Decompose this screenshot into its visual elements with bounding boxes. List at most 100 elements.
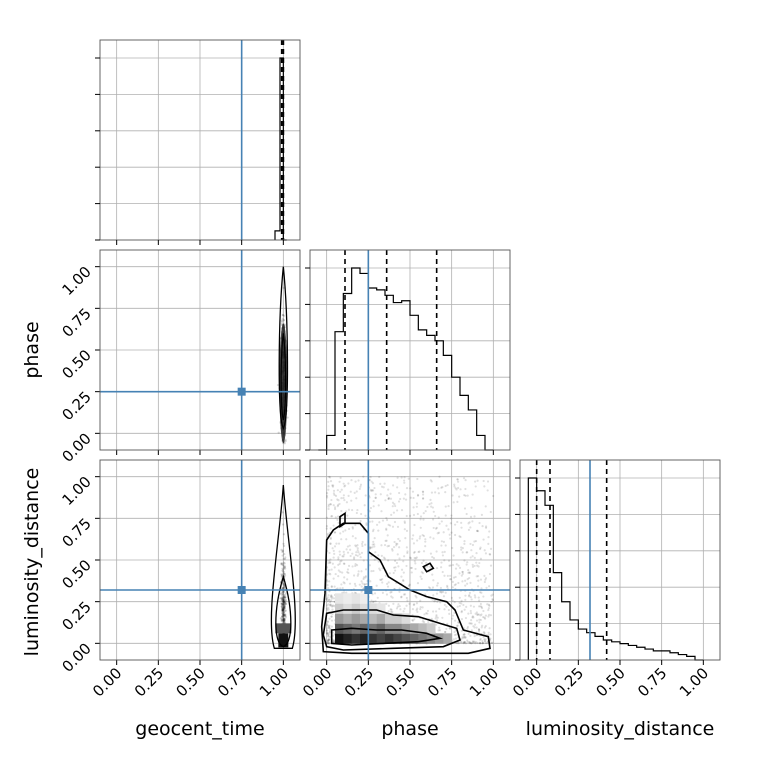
sample-point <box>332 549 335 552</box>
sample-point <box>345 538 348 541</box>
sample-point <box>491 641 494 644</box>
sample-point <box>453 633 457 637</box>
sample-point <box>281 569 284 572</box>
sample-point <box>373 537 376 540</box>
sample-point <box>393 559 397 562</box>
sample-point <box>400 595 403 598</box>
sample-point <box>466 639 469 642</box>
sample-point <box>368 520 371 523</box>
sample-point <box>430 505 433 508</box>
sample-point <box>282 619 285 623</box>
sample-point <box>332 492 336 495</box>
sample-point <box>464 598 467 602</box>
sample-point <box>460 521 463 524</box>
sample-point <box>282 544 286 547</box>
sample-point <box>482 635 485 639</box>
sample-point <box>412 506 415 509</box>
density-cell <box>426 633 436 644</box>
sample-point <box>327 594 330 597</box>
sample-point <box>282 613 285 616</box>
sample-point <box>478 521 481 525</box>
sample-point <box>281 611 284 614</box>
sample-point <box>355 564 359 567</box>
sample-point <box>343 553 346 556</box>
sample-point <box>480 626 483 629</box>
sample-point <box>280 562 283 565</box>
sample-point <box>451 546 454 550</box>
sample-point <box>415 596 418 599</box>
sample-point <box>419 606 422 609</box>
sample-point <box>445 627 448 631</box>
sample-point <box>419 575 422 578</box>
sample-point <box>374 600 377 603</box>
sample-point <box>326 641 329 645</box>
sample-point <box>280 597 283 600</box>
sample-point <box>451 494 454 497</box>
sample-point <box>391 484 395 487</box>
sample-point <box>379 482 382 485</box>
sample-point <box>333 507 337 511</box>
sample-point <box>435 592 439 595</box>
sample-point <box>282 314 286 317</box>
sample-point <box>327 635 330 638</box>
sample-point <box>438 629 442 632</box>
sample-point <box>402 497 405 500</box>
sample-point <box>369 506 373 510</box>
sample-point <box>337 575 340 578</box>
sample-point <box>435 623 438 626</box>
sample-point <box>484 625 487 628</box>
sample-point <box>454 487 457 490</box>
sample-point <box>458 572 461 575</box>
sample-point <box>329 503 332 506</box>
sample-point <box>409 487 412 490</box>
sample-point <box>283 617 286 621</box>
sample-point <box>351 527 355 530</box>
sample-point <box>476 530 480 533</box>
sample-point <box>282 533 286 536</box>
sample-point <box>331 484 334 487</box>
sample-point <box>346 571 349 574</box>
sample-point <box>464 579 467 582</box>
sample-point <box>403 476 406 479</box>
sample-point <box>360 590 363 593</box>
sample-point <box>333 493 336 497</box>
sample-point <box>489 637 492 640</box>
sample-point <box>333 585 336 588</box>
sample-point <box>329 603 332 607</box>
sample-point <box>397 500 401 503</box>
sample-point <box>354 537 357 540</box>
sample-point <box>441 551 444 554</box>
density-cell <box>351 633 361 644</box>
sample-point <box>460 637 463 641</box>
sample-point <box>361 540 364 544</box>
sample-point <box>399 608 402 611</box>
sample-point <box>374 493 377 496</box>
sample-point <box>339 532 342 535</box>
density-cell <box>393 613 403 624</box>
sample-point <box>356 554 359 557</box>
sample-point <box>329 527 332 530</box>
sample-point <box>364 514 367 517</box>
sample-point <box>387 523 390 526</box>
sample-point <box>282 602 285 606</box>
sample-point <box>476 575 480 578</box>
sample-point <box>471 565 475 568</box>
sample-point <box>479 578 483 581</box>
sample-point <box>413 523 416 527</box>
sample-point <box>330 619 334 622</box>
sample-point <box>471 641 475 644</box>
sample-point <box>332 640 335 643</box>
sample-point <box>359 485 362 488</box>
sample-point <box>466 627 469 630</box>
sample-point <box>463 507 467 510</box>
sample-point <box>327 608 330 611</box>
sample-point <box>408 583 411 586</box>
sample-point <box>449 564 452 567</box>
sample-point <box>385 528 388 531</box>
sample-point <box>284 609 287 612</box>
sample-point <box>476 613 479 617</box>
sample-point <box>282 600 285 604</box>
sample-point <box>282 619 286 622</box>
sample-point <box>467 632 470 635</box>
sample-point <box>392 545 396 549</box>
